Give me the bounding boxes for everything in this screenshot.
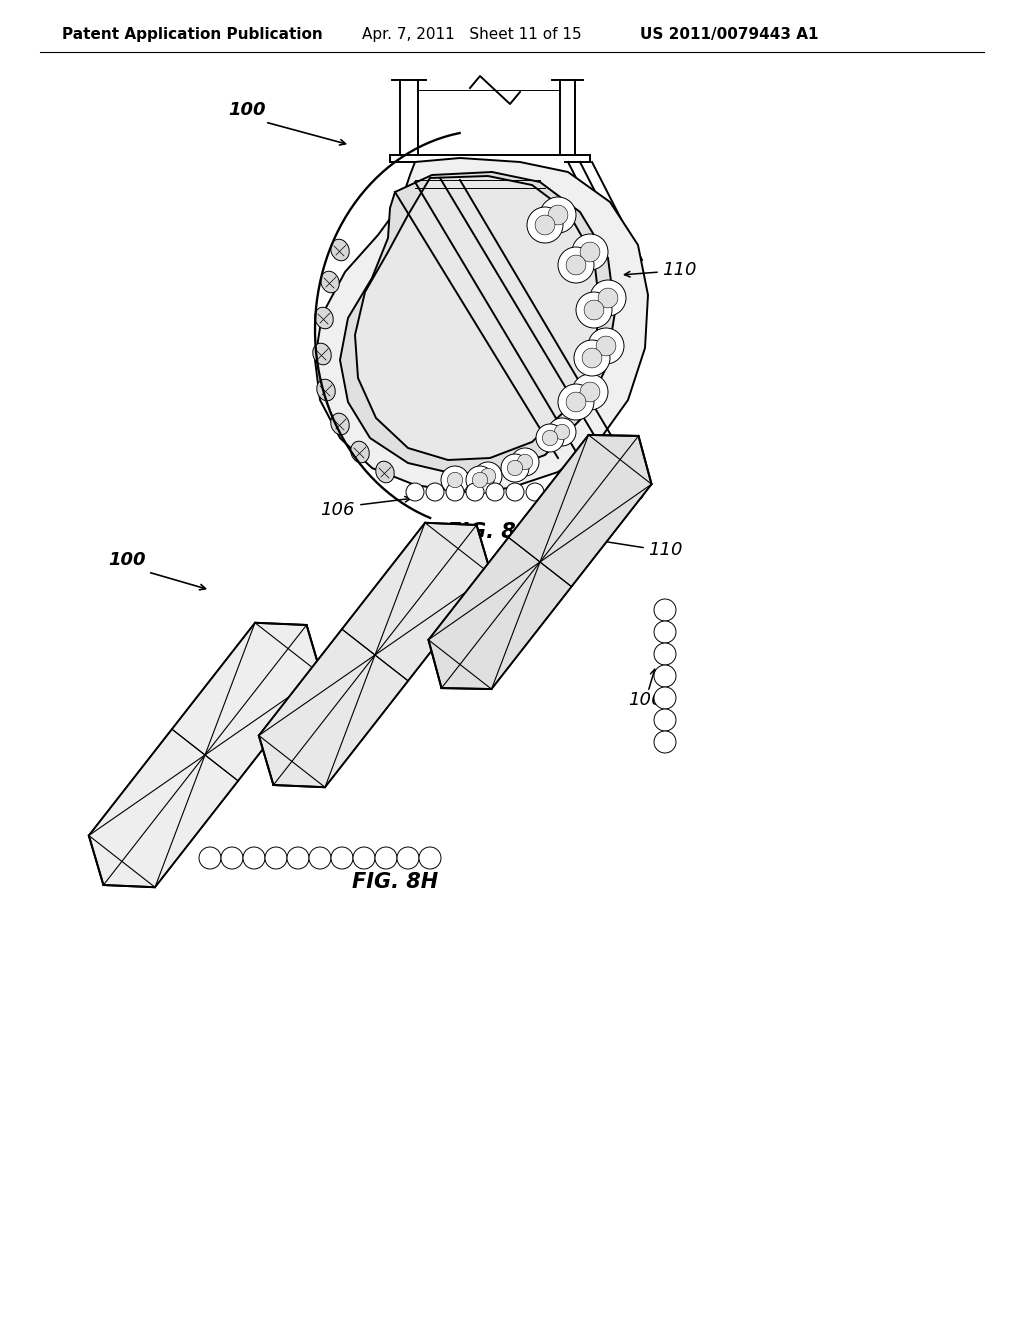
Ellipse shape <box>331 239 349 261</box>
Circle shape <box>472 473 487 487</box>
Circle shape <box>511 447 539 477</box>
Text: 100: 100 <box>108 550 145 569</box>
Ellipse shape <box>331 413 349 434</box>
Circle shape <box>540 197 575 234</box>
Circle shape <box>584 300 604 319</box>
Circle shape <box>575 292 612 327</box>
Circle shape <box>654 643 676 665</box>
Polygon shape <box>259 523 492 787</box>
Circle shape <box>654 686 676 709</box>
Circle shape <box>598 288 617 308</box>
Ellipse shape <box>314 308 333 329</box>
Circle shape <box>548 418 575 446</box>
Ellipse shape <box>312 343 331 364</box>
Text: 106: 106 <box>628 690 663 709</box>
Ellipse shape <box>316 379 335 401</box>
Polygon shape <box>340 172 615 474</box>
Circle shape <box>588 327 624 364</box>
Circle shape <box>566 255 586 275</box>
Circle shape <box>536 424 564 451</box>
Text: Apr. 7, 2011   Sheet 11 of 15: Apr. 7, 2011 Sheet 11 of 15 <box>362 28 582 42</box>
Text: US 2011/0079443 A1: US 2011/0079443 A1 <box>640 28 818 42</box>
Circle shape <box>480 469 496 483</box>
Polygon shape <box>355 176 600 459</box>
Circle shape <box>446 483 464 502</box>
Circle shape <box>581 242 600 261</box>
Circle shape <box>582 348 602 368</box>
Circle shape <box>517 454 532 470</box>
Circle shape <box>654 599 676 620</box>
Text: 110: 110 <box>648 541 683 558</box>
Circle shape <box>426 483 444 502</box>
Circle shape <box>586 483 604 502</box>
Polygon shape <box>89 623 322 887</box>
Circle shape <box>501 454 529 482</box>
Circle shape <box>566 483 584 502</box>
Text: 100: 100 <box>228 102 265 119</box>
Text: FIG. 8G: FIG. 8G <box>447 521 532 543</box>
Circle shape <box>397 847 419 869</box>
Circle shape <box>507 461 522 475</box>
Circle shape <box>654 709 676 731</box>
Ellipse shape <box>351 441 370 463</box>
Circle shape <box>199 847 221 869</box>
Circle shape <box>554 424 569 440</box>
Text: Patent Application Publication: Patent Application Publication <box>62 28 323 42</box>
Text: 110: 110 <box>662 261 696 279</box>
Circle shape <box>606 483 624 502</box>
Text: FIG. 8H: FIG. 8H <box>352 873 438 892</box>
Circle shape <box>572 374 608 411</box>
Circle shape <box>447 473 463 487</box>
Text: 106: 106 <box>319 502 354 519</box>
Circle shape <box>527 207 563 243</box>
Circle shape <box>526 483 544 502</box>
Circle shape <box>265 847 287 869</box>
Polygon shape <box>462 512 558 602</box>
Circle shape <box>581 381 600 401</box>
Circle shape <box>506 483 524 502</box>
Circle shape <box>572 234 608 271</box>
Circle shape <box>309 847 331 869</box>
Circle shape <box>406 483 424 502</box>
Circle shape <box>331 847 353 869</box>
Circle shape <box>546 483 564 502</box>
Circle shape <box>654 620 676 643</box>
Circle shape <box>574 341 610 376</box>
Circle shape <box>466 483 484 502</box>
Circle shape <box>441 466 469 494</box>
Circle shape <box>375 847 397 869</box>
Circle shape <box>466 466 494 494</box>
Circle shape <box>654 665 676 686</box>
Circle shape <box>474 462 502 490</box>
Circle shape <box>558 247 594 282</box>
Circle shape <box>590 280 626 315</box>
Polygon shape <box>305 602 408 700</box>
Circle shape <box>566 392 586 412</box>
Circle shape <box>287 847 309 869</box>
Circle shape <box>536 215 555 235</box>
Circle shape <box>596 337 615 356</box>
Circle shape <box>548 205 568 224</box>
Circle shape <box>486 483 504 502</box>
Circle shape <box>353 847 375 869</box>
Polygon shape <box>428 434 651 689</box>
Ellipse shape <box>376 461 394 483</box>
Polygon shape <box>315 158 648 492</box>
Circle shape <box>221 847 243 869</box>
Circle shape <box>243 847 265 869</box>
Ellipse shape <box>321 271 339 293</box>
Circle shape <box>654 731 676 752</box>
Circle shape <box>419 847 441 869</box>
Circle shape <box>626 483 644 502</box>
Circle shape <box>558 384 594 420</box>
Circle shape <box>543 430 558 446</box>
